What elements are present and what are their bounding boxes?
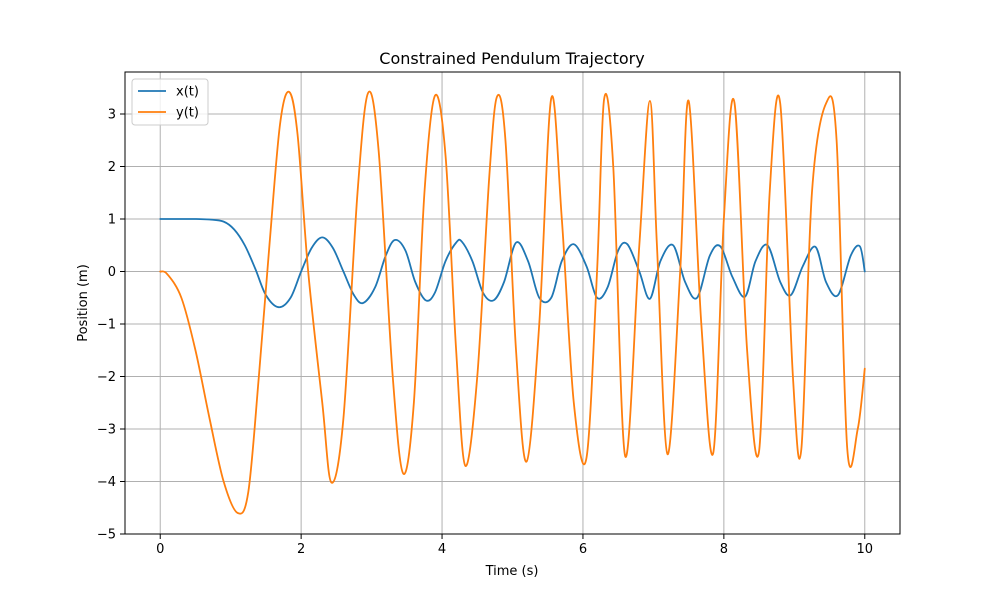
series-line-x bbox=[159, 218, 866, 309]
plot-area bbox=[124, 71, 901, 535]
y-tick-label: 1 bbox=[108, 213, 116, 228]
y-tick-label: 0 bbox=[108, 265, 116, 280]
y-tick-label: −4 bbox=[97, 475, 116, 490]
y-axis: −5 −4 −3 −2 −1 0 1 2 3 bbox=[97, 108, 125, 543]
x-axis: 0 2 4 6 8 10 bbox=[156, 534, 873, 557]
y-axis-label: Position (m) bbox=[76, 264, 91, 342]
x-tick-label: 0 bbox=[156, 542, 164, 557]
x-axis-label: Time (s) bbox=[485, 564, 539, 579]
legend-label: x(t) bbox=[176, 85, 199, 100]
y-tick-label: −3 bbox=[97, 423, 116, 438]
x-tick-label: 8 bbox=[720, 542, 728, 557]
series-line-y bbox=[159, 90, 866, 515]
y-tick-label: 3 bbox=[108, 108, 116, 123]
chart-title: Constrained Pendulum Trajectory bbox=[379, 49, 644, 68]
y-tick-label: −2 bbox=[97, 370, 116, 385]
x-tick-label: 10 bbox=[856, 542, 873, 557]
legend: x(t) y(t) bbox=[131, 78, 209, 126]
x-tick-label: 6 bbox=[579, 542, 587, 557]
y-tick-label: 2 bbox=[108, 160, 116, 175]
series-layer bbox=[159, 90, 866, 515]
x-tick-label: 4 bbox=[438, 542, 446, 557]
y-tick-label: −1 bbox=[97, 318, 116, 333]
legend-label: y(t) bbox=[176, 106, 199, 121]
y-tick-label: −5 bbox=[97, 528, 116, 543]
x-tick-label: 2 bbox=[297, 542, 305, 557]
